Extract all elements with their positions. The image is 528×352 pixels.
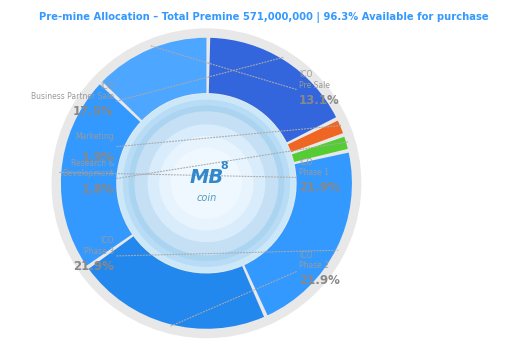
Circle shape <box>52 29 361 338</box>
Circle shape <box>118 95 295 272</box>
Text: ICO
Phase 1: ICO Phase 1 <box>299 158 329 177</box>
Circle shape <box>172 148 241 218</box>
Wedge shape <box>61 84 140 266</box>
Text: Marketing: Marketing <box>76 132 114 141</box>
Text: 1.8%: 1.8% <box>81 183 114 196</box>
Text: Research &
Development: Research & Development <box>63 159 114 178</box>
Text: ICO
Pre Sale: ICO Pre Sale <box>299 70 330 90</box>
Text: 1.9%: 1.9% <box>81 151 114 164</box>
Text: 17.5%: 17.5% <box>73 106 114 119</box>
Text: 13.1%: 13.1% <box>299 94 340 107</box>
Text: 21.9%: 21.9% <box>299 274 340 287</box>
Text: Pre-mine Allocation – Total Premine 571,000,000 | 96.3% Available for purchase: Pre-mine Allocation – Total Premine 571,… <box>39 12 489 23</box>
Text: ICO
Business Partner Sale: ICO Business Partner Sale <box>31 82 114 101</box>
Circle shape <box>129 106 284 260</box>
Wedge shape <box>89 236 264 329</box>
Circle shape <box>160 137 253 230</box>
Text: ICO
Phase 3: ICO Phase 3 <box>84 236 114 256</box>
Wedge shape <box>244 152 352 315</box>
Wedge shape <box>209 38 336 142</box>
Circle shape <box>135 112 278 254</box>
Wedge shape <box>288 121 343 152</box>
Wedge shape <box>102 38 206 120</box>
Text: MB: MB <box>190 168 223 187</box>
Circle shape <box>118 95 295 272</box>
Circle shape <box>148 125 265 241</box>
Text: 21.9%: 21.9% <box>73 260 114 273</box>
Text: 21.9%: 21.9% <box>299 181 340 194</box>
Text: ICO
Phase 2: ICO Phase 2 <box>299 251 329 270</box>
Wedge shape <box>292 137 348 162</box>
Circle shape <box>124 100 289 266</box>
Text: coin: coin <box>196 193 216 203</box>
Text: 8: 8 <box>220 161 228 171</box>
